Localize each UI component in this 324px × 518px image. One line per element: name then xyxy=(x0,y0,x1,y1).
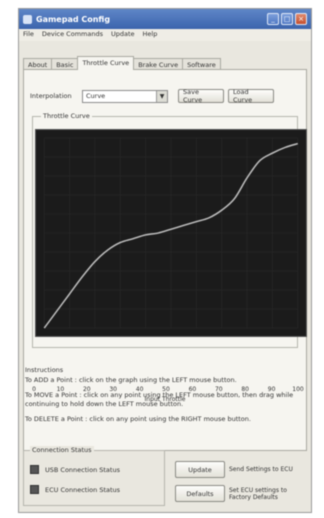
usb-status-label: USB Connection Status xyxy=(45,465,120,474)
app-icon xyxy=(23,14,32,24)
instruction-add: To ADD a Point : click on the graph usin… xyxy=(25,376,237,384)
x-tick-label: 40 xyxy=(135,386,144,393)
x-tick-label: 50 xyxy=(162,386,170,393)
update-button[interactable]: Update xyxy=(175,461,225,478)
defaults-row: Defaults Set ECU settings to Factory Def… xyxy=(175,485,309,502)
instructions-title: Instructions xyxy=(25,366,64,374)
throttle-curve-graph[interactable] xyxy=(35,129,307,337)
update-row: Update Send Settings to ECU xyxy=(175,461,309,478)
title-bar: Gamepad Config _ □ × xyxy=(19,9,311,29)
ecu-status-label: ECU Connection Status xyxy=(45,485,121,494)
interpolation-row: Interpolation Curve ▼ Save Curve Load Cu… xyxy=(30,88,300,104)
instruction-move: To MOVE a Point : click on any point usi… xyxy=(25,391,294,408)
interpolation-label: Interpolation xyxy=(30,92,72,100)
x-tick-label: 90 xyxy=(267,386,276,393)
x-tick-label: 10 xyxy=(56,386,65,393)
connection-status-group: Connection Status USB Connection Status … xyxy=(23,446,165,506)
x-tick-label: 60 xyxy=(188,386,197,393)
x-tick-label: 20 xyxy=(82,386,91,393)
usb-status: USB Connection Status xyxy=(30,465,120,474)
maximize-icon[interactable]: □ xyxy=(281,13,293,25)
save-curve-button[interactable]: Save Curve xyxy=(178,88,224,104)
x-tick-label: 80 xyxy=(241,386,250,393)
menu-device-commands[interactable]: Device Commands xyxy=(41,30,103,38)
x-axis-ticks: 0 10 20 30 40 50 60 70 80 90 100 xyxy=(32,386,304,396)
ecu-status-led-icon xyxy=(30,485,39,494)
update-description: Send Settings to ECU xyxy=(229,466,293,473)
tab-software[interactable]: Software xyxy=(182,58,221,70)
instructions-section: Instructions To ADD a Point : click on t… xyxy=(25,366,305,430)
interpolation-value: Curve xyxy=(86,92,106,100)
x-axis-title: Input Throttle xyxy=(144,396,186,403)
x-tick-label: 70 xyxy=(214,386,223,393)
menu-help[interactable]: Help xyxy=(142,30,158,38)
minimize-icon[interactable]: _ xyxy=(267,13,279,25)
defaults-description: Set ECU settings to Factory Defaults xyxy=(229,486,287,501)
instruction-delete: To DELETE a Point : click on any point u… xyxy=(25,415,251,423)
interpolation-select[interactable]: Curve ▼ xyxy=(82,89,168,103)
load-curve-button[interactable]: Load Curve xyxy=(228,88,274,104)
tab-throttle-curve[interactable]: Throttle Curve xyxy=(77,56,135,70)
throttle-curve-group-title: Throttle Curve xyxy=(41,112,92,120)
tab-strip: About Basic Throttle Curve Brake Curve S… xyxy=(23,56,307,70)
menu-update[interactable]: Update xyxy=(110,30,135,38)
window-controls: _ □ × xyxy=(267,13,307,25)
menu-bar: File Device Commands Update Help xyxy=(19,29,311,41)
x-tick-label: 0 xyxy=(32,386,36,393)
close-icon[interactable]: × xyxy=(295,13,307,25)
menu-file[interactable]: File xyxy=(23,30,34,38)
throttle-curve-group: Throttle Curve xyxy=(32,112,307,348)
app-window: Gamepad Config _ □ × File Device Command… xyxy=(18,8,312,513)
x-tick-label: 30 xyxy=(109,386,118,393)
ecu-status: ECU Connection Status xyxy=(30,485,120,494)
throttle-curve-panel: Interpolation Curve ▼ Save Curve Load Cu… xyxy=(23,69,307,451)
x-tick-label: 100 xyxy=(292,386,304,393)
defaults-button[interactable]: Defaults xyxy=(175,485,225,502)
connection-status-title: Connection Status xyxy=(30,446,94,454)
window-title: Gamepad Config xyxy=(36,14,111,24)
throttle-curve-line[interactable] xyxy=(43,142,298,329)
usb-status-led-icon xyxy=(30,465,39,474)
chevron-down-icon[interactable]: ▼ xyxy=(156,90,167,102)
